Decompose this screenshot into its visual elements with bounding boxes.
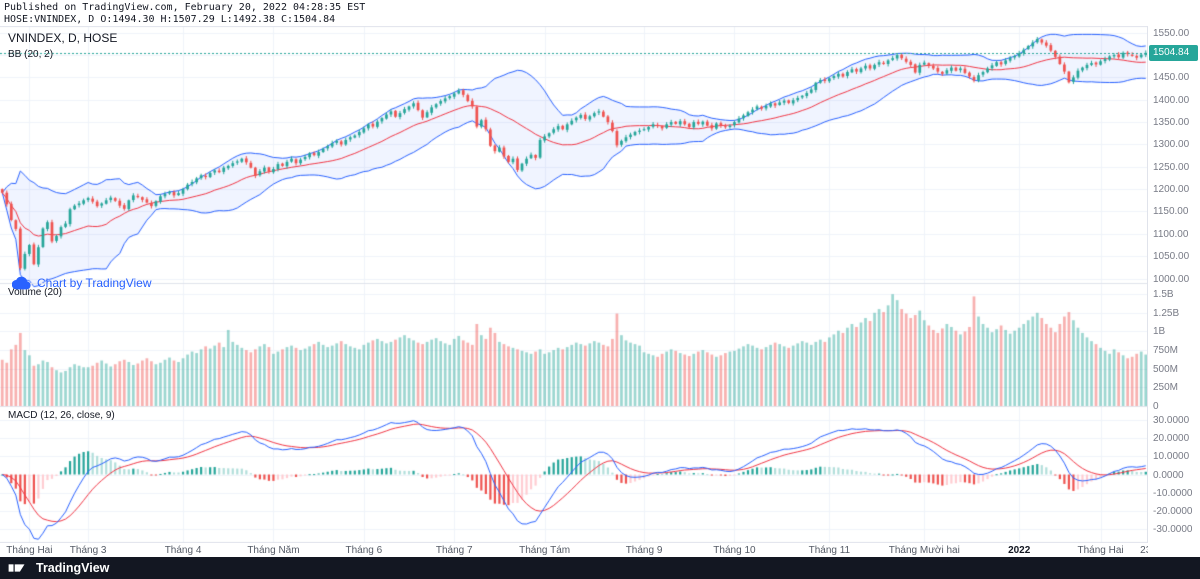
time-axis-label: Tháng Hai: [6, 545, 53, 556]
time-axis-label: Tháng 6: [345, 545, 383, 556]
symbol-legend[interactable]: VNINDEX, D, HOSE: [8, 31, 118, 45]
time-axis[interactable]: Tháng Hai Tháng 3 Tháng 4 Tháng Năm Tháng 6 T…: [0, 543, 1148, 557]
tradingview-cloud-icon: [12, 276, 31, 290]
scale-tick-label: 1400.00: [1153, 94, 1190, 106]
tradingview-logo-icon: [8, 564, 25, 572]
time-axis-label: Tháng 11: [808, 545, 851, 556]
time-axis-label: 2022: [1008, 545, 1031, 556]
time-axis-label: Tháng 4: [164, 545, 202, 556]
scale-tick-label: 1450.00: [1153, 72, 1190, 84]
scale-tick-label: 1.5B: [1153, 289, 1174, 301]
scale-tick-label: 1550.00: [1153, 27, 1190, 39]
publish-line: Published on TradingView.com, February 2…: [4, 2, 366, 13]
scale-tick-label: 500M: [1153, 363, 1179, 375]
time-axis-label: Tháng 9: [625, 545, 663, 556]
scale-tick-label: 1150.00: [1153, 206, 1189, 218]
scale-tick-label: 1050.00: [1153, 251, 1190, 263]
scale-tick-label: 250M: [1153, 382, 1179, 394]
time-axis-label: Tháng Hai: [1077, 545, 1124, 556]
scale-tick-label: 1200.00: [1153, 184, 1190, 196]
macd-indicator-legend[interactable]: MACD (12, 26, close, 9): [8, 410, 115, 421]
scale-tick-label: 0: [1153, 401, 1159, 412]
time-axis-label: Tháng 10: [713, 545, 756, 556]
scale-tick-label: 1300.00: [1153, 139, 1190, 151]
time-axis-label: Tháng 7: [435, 545, 473, 556]
tradingview-logo[interactable]: TradingView: [8, 561, 109, 575]
tradingview-watermark[interactable]: Chart by TradingView: [12, 276, 152, 290]
scale-tick-label: -10.0000: [1153, 487, 1193, 499]
symbol-ohlc-line: HOSE:VNINDEX, D O:1494.30 H:1507.29 L:14…: [4, 14, 336, 25]
scale-tick-label: 1350.00: [1153, 117, 1190, 129]
price-volume-macd-canvas[interactable]: [0, 26, 1148, 543]
chart-area: VNINDEX, D, HOSE BB (20, 2) Volume (20) …: [0, 26, 1200, 557]
volume-indicator-legend[interactable]: Volume (20): [8, 287, 62, 298]
brand-label: TradingView: [36, 561, 110, 575]
scale-tick-label: 1250.00: [1153, 161, 1190, 173]
scale-tick-label: 0.0000: [1153, 469, 1184, 481]
time-axis-label: Tháng Mười hai: [888, 545, 960, 556]
time-axis-label: Tháng Tám: [519, 545, 571, 556]
time-axis-label: Tháng Năm: [247, 545, 300, 556]
scale-tick-label: -30.0000: [1153, 523, 1193, 535]
scale-tick-label: 1B: [1153, 326, 1166, 338]
last-price-badge: 1504.84: [1149, 44, 1198, 61]
scale-tick-label: 20.0000: [1153, 433, 1190, 445]
scale-tick-label: 1000.00: [1153, 273, 1190, 285]
scale-tick-label: 1.25B: [1153, 307, 1180, 319]
price-scale[interactable]: 1504.84 1550.001500.001450.001400.001350…: [1147, 26, 1200, 557]
scale-tick-label: 10.0000: [1153, 451, 1190, 463]
time-axis-label: 23: [1140, 545, 1148, 556]
scale-tick-label: 1100.00: [1153, 228, 1189, 240]
scale-tick-label: 750M: [1153, 345, 1179, 357]
bb-indicator-legend[interactable]: BB (20, 2): [8, 49, 54, 60]
scale-tick-label: -20.0000: [1153, 505, 1193, 517]
watermark-label: Chart by TradingView: [37, 276, 152, 290]
main-legend[interactable]: VNINDEX, D, HOSE BB (20, 2): [8, 31, 117, 60]
scale-tick-label: 30.0000: [1153, 415, 1190, 427]
time-axis-label: Tháng 3: [69, 545, 107, 556]
publish-header: Published on TradingView.com, February 2…: [0, 0, 1200, 26]
footer-bar: TradingView: [0, 557, 1200, 579]
